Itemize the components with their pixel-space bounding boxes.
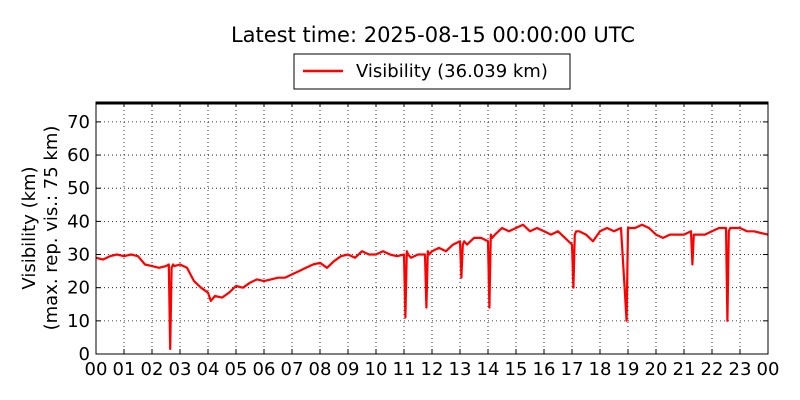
y-tick-label: 70: [67, 112, 90, 133]
x-tick-label: 01: [113, 359, 136, 380]
x-tick-label: 13: [449, 359, 472, 380]
chart-title: Latest time: 2025-08-15 00:00:00 UTC: [231, 23, 635, 47]
y-tick-label: 40: [67, 211, 90, 232]
y-tick-label: 20: [67, 278, 90, 299]
grid: [96, 102, 768, 354]
x-tick-label: 06: [253, 359, 276, 380]
x-tick-label: 19: [617, 359, 640, 380]
plot-frame: [95, 101, 769, 355]
x-tick-label: 14: [477, 359, 500, 380]
x-tick-label: 17: [561, 359, 584, 380]
y-tick-label: 50: [67, 178, 90, 199]
x-tick-label: 23: [729, 359, 752, 380]
y-axis: 0 10 20 30 40 50 60 70: [67, 112, 768, 365]
legend: Visibility (36.039 km): [293, 53, 571, 90]
x-tick-label: 15: [505, 359, 528, 380]
x-tick-label: 08: [309, 359, 332, 380]
y-tick-label: 10: [67, 311, 90, 332]
series-layer: [95, 223, 769, 351]
x-tick-label: 22: [701, 359, 724, 380]
series-line-visibility: [95, 223, 769, 351]
x-tick-label: 12: [421, 359, 444, 380]
x-axis: 00 01 02 03 04 05 06 07 08 09 10 11 12 13 14 15 16 17 18 19…: [85, 102, 780, 380]
x-tick-label: 02: [141, 359, 164, 380]
y-tick-label: 0: [79, 344, 90, 365]
y-axis-label: Visibility (km): [19, 166, 40, 289]
x-tick-label: 18: [589, 359, 612, 380]
legend-label: Visibility (36.039 km): [356, 61, 548, 82]
x-tick-label: 10: [365, 359, 388, 380]
x-tick-label: 05: [225, 359, 248, 380]
x-tick-label: 00: [85, 359, 108, 380]
y-tick-label: 30: [67, 245, 90, 266]
x-tick-label: 16: [533, 359, 556, 380]
y-axis-label-secondary: (max. rep. vis.: 75 km): [41, 126, 62, 331]
x-tick-label: 03: [169, 359, 192, 380]
y-tick-label: 60: [67, 145, 90, 166]
x-tick-label: 20: [645, 359, 668, 380]
x-tick-label: 09: [337, 359, 360, 380]
x-tick-label: 07: [281, 359, 304, 380]
x-tick-label: 00: [757, 359, 780, 380]
x-tick-label: 11: [393, 359, 416, 380]
x-tick-label: 21: [673, 359, 696, 380]
x-tick-label: 04: [197, 359, 220, 380]
